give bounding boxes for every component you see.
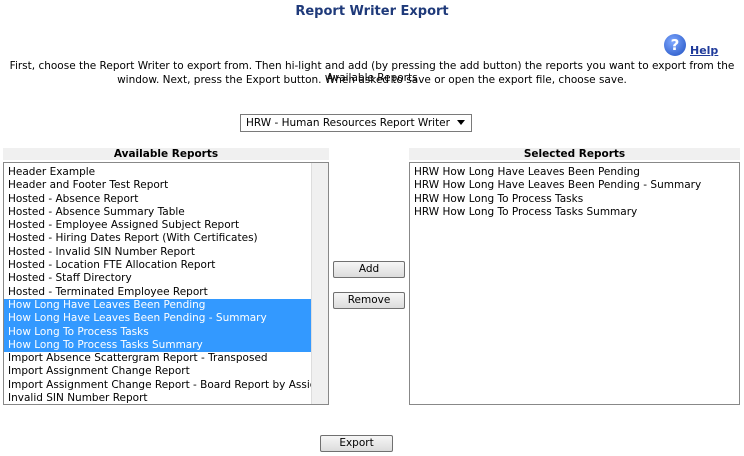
selected-list[interactable]: HRW How Long Have Leaves Been Pending HRW… <box>409 162 740 405</box>
list-item[interactable]: Header Example <box>8 166 96 178</box>
list-item[interactable]: Import Assignment Change Report - Board … <box>8 378 329 391</box>
list-item[interactable]: Hosted - Location FTE Allocation Report <box>8 259 216 272</box>
scrollbar[interactable] <box>311 163 328 404</box>
list-item[interactable]: Hosted - Invalid SIN Number Report <box>8 245 196 258</box>
list-item[interactable]: How Long Have Leaves Been Pending <box>4 298 311 313</box>
list-item[interactable]: Hosted - Absence Summary Table <box>8 205 185 218</box>
list-item[interactable]: Hosted - Staff Directory <box>8 272 132 285</box>
help-link[interactable]: Help <box>690 44 719 57</box>
available-heading: Available Reports <box>3 148 329 160</box>
list-item[interactable]: Header and Footer Test Report <box>8 179 169 192</box>
remove-button[interactable]: Remove <box>333 292 405 309</box>
instruction: window. Next, press the Export button. W… <box>117 74 627 86</box>
list-item[interactable]: HRW How Long To Process Tasks <box>414 192 584 205</box>
export-button[interactable]: Export <box>320 435 393 452</box>
list-item[interactable]: How Long Have Leaves Been Pending - Summ… <box>4 312 311 326</box>
list-item[interactable]: Hosted - Absence Report <box>8 192 139 205</box>
list-item[interactable]: How Long To Process Tasks Summary <box>4 338 311 353</box>
list-item[interactable]: HRW How Long To Process Tasks Summary <box>414 205 638 218</box>
list-item[interactable]: Import Absence Scattergram Report - Tran… <box>8 352 268 365</box>
dropdown-value: HRW - Human Resources Report Writer <box>246 117 450 129</box>
list-item[interactable]: HRW How Long Have Leaves Been Pending <box>414 166 640 178</box>
help-icon[interactable]: ? <box>664 34 686 56</box>
selected-heading: Selected Reports <box>409 148 740 160</box>
list-item[interactable]: How Long To Process Tasks <box>4 325 311 339</box>
list-item[interactable]: HRW How Long Have Leaves Been Pending - … <box>414 179 702 192</box>
list-item[interactable]: Hosted - Employee Assigned Subject Repor… <box>8 219 240 232</box>
page-title: Report Writer Export <box>295 4 449 19</box>
report-writer-dropdown[interactable]: HRW - Human Resources Report Writer <box>240 114 472 132</box>
list-item[interactable]: Import Assignment Change Report <box>8 365 190 378</box>
instruction: First, choose the Report Writer to expor… <box>9 60 735 84</box>
add-button[interactable]: Add <box>333 261 405 278</box>
list-item[interactable]: Hosted - Hiring Dates Report (With Certi… <box>8 232 258 245</box>
list-item[interactable]: Hosted - Terminated Employee Report <box>8 285 208 298</box>
available-list[interactable]: Header Example Header and Footer Test Rep… <box>3 162 329 405</box>
list-item[interactable]: Invalid SIN Number Report <box>8 392 148 405</box>
